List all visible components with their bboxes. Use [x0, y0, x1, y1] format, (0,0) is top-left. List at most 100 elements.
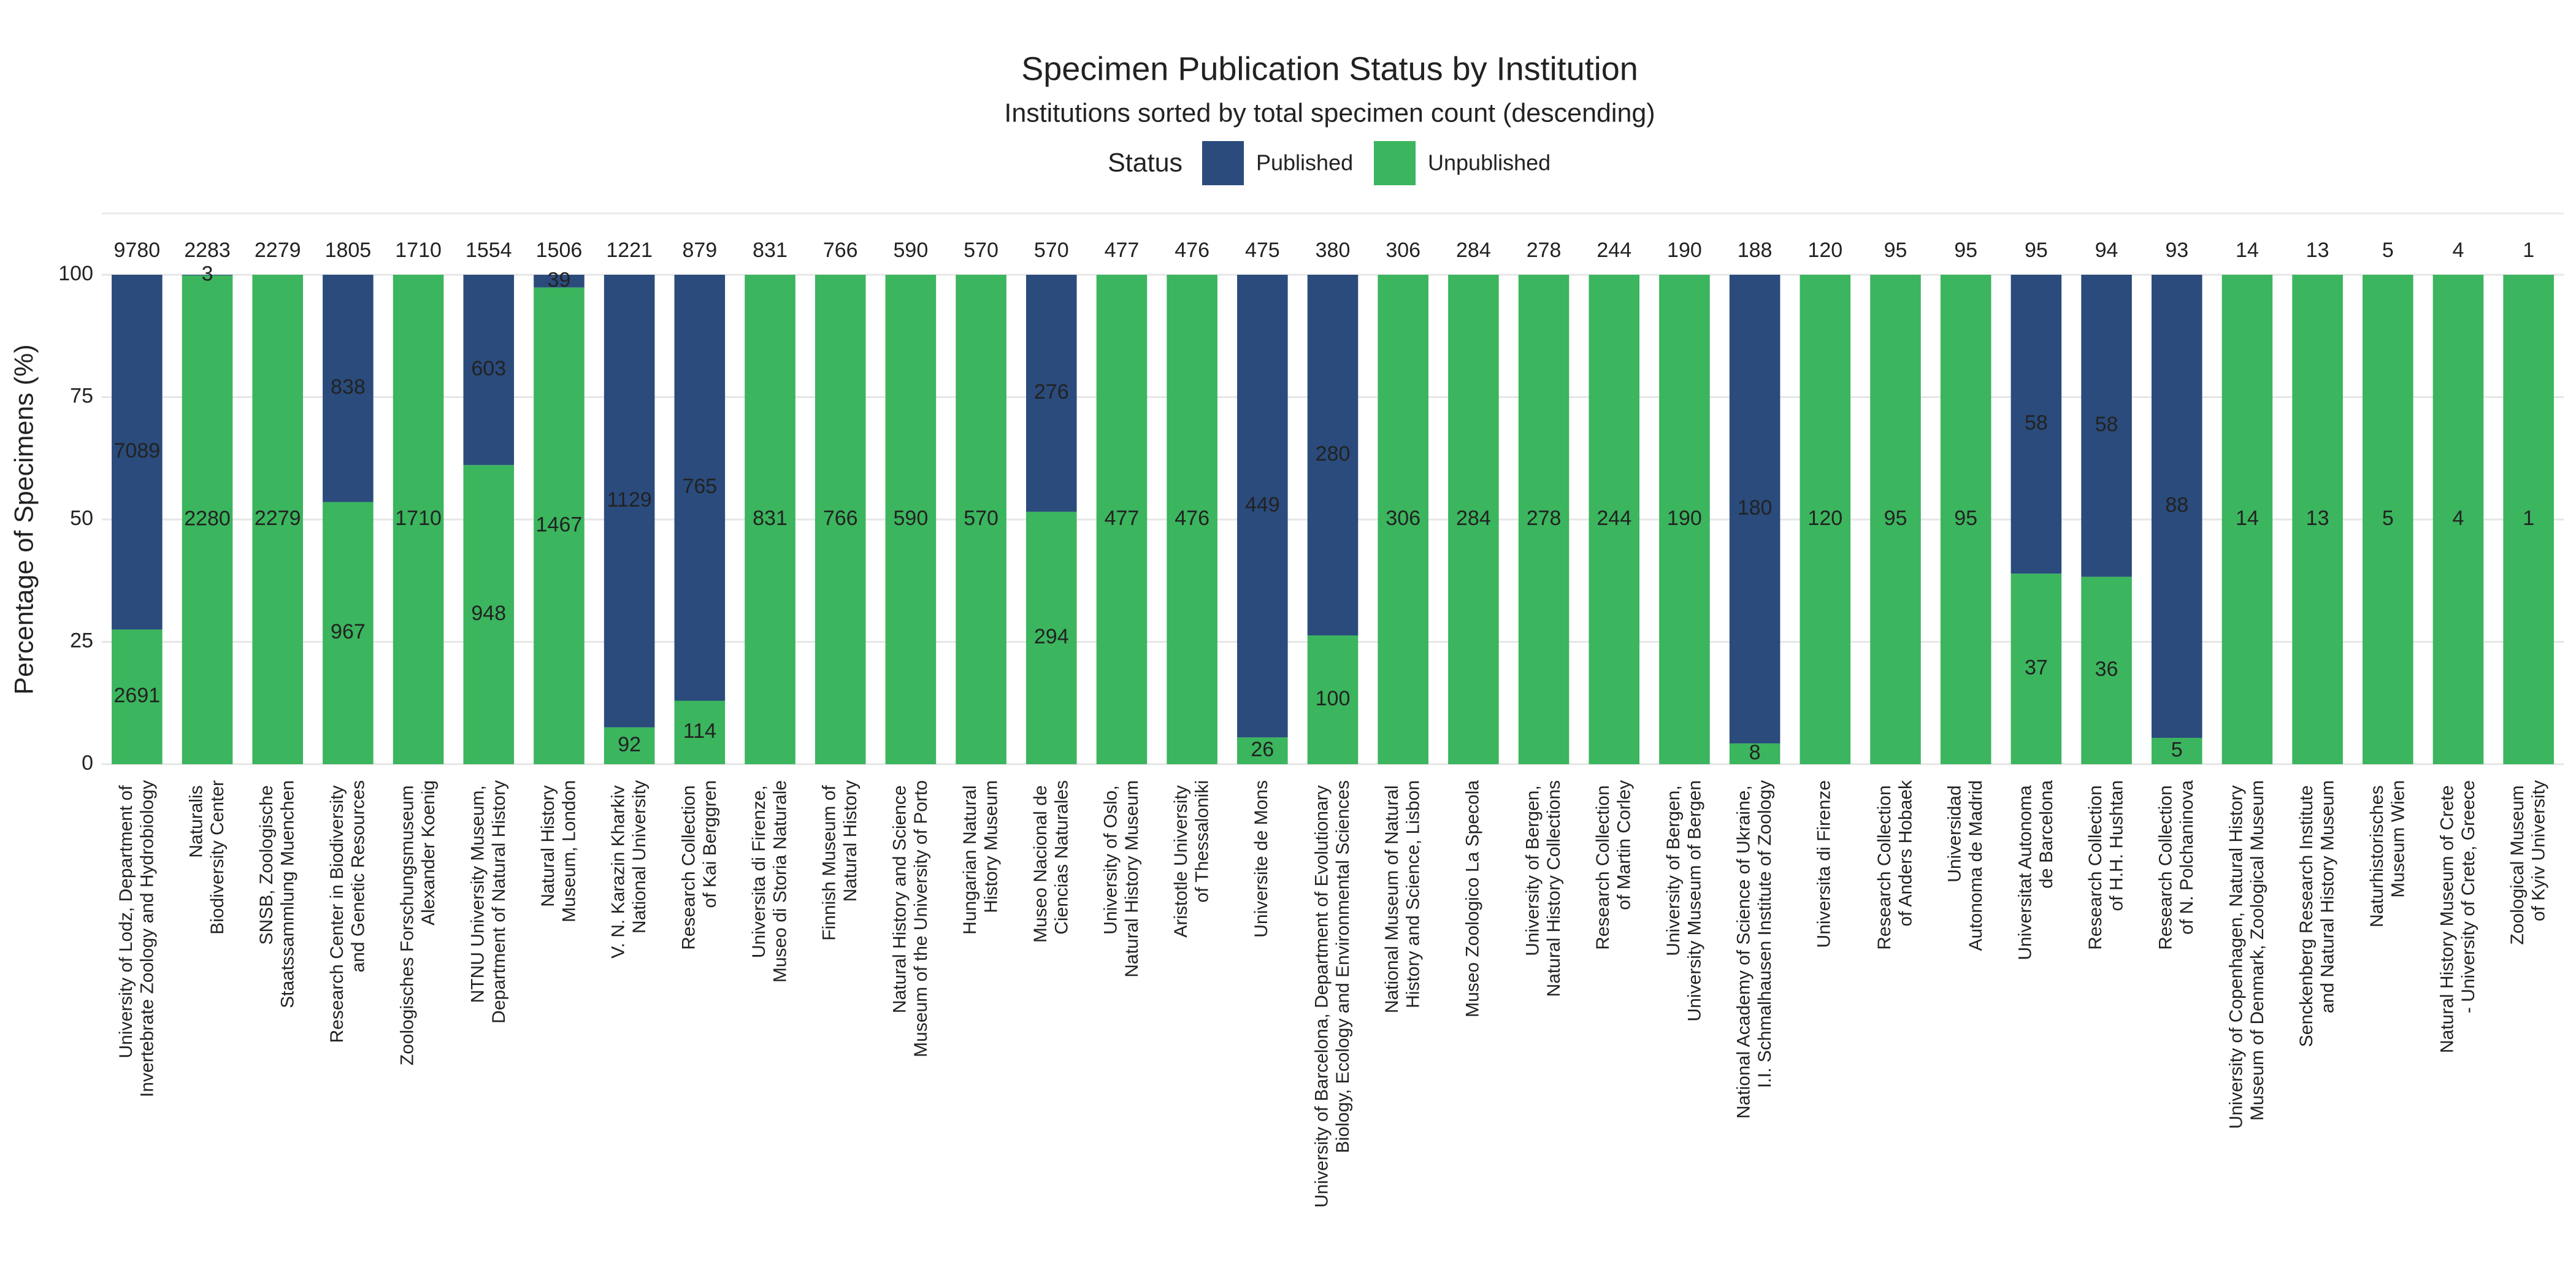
bar-value-label: 100 — [1316, 687, 1351, 710]
bar-value-label: 180 — [1738, 496, 1773, 519]
y-tick-label: 25 — [70, 629, 93, 652]
bar-segment — [463, 275, 515, 466]
bar-value-label: 476 — [1175, 507, 1209, 530]
bar-value-label: 477 — [1105, 507, 1140, 530]
total-label: 477 — [1105, 239, 1140, 262]
bar-value-label: 92 — [618, 733, 641, 756]
bar-segment — [885, 275, 937, 764]
legend-label: Unpublished — [1428, 150, 1551, 175]
x-tick-label: Zoologisches Forschungsmuseum Alexander … — [397, 780, 439, 1065]
x-tick-label: Museo Zoologico La Specola — [1462, 780, 1482, 1018]
legend-label: Published — [1256, 150, 1353, 175]
bar-segment — [1237, 275, 1288, 738]
bar-value-label: 306 — [1386, 507, 1420, 530]
bar-segment — [2081, 577, 2132, 764]
x-tick-label: University of Bergen, Natural History Co… — [1522, 780, 1564, 997]
bar-segment — [2151, 738, 2202, 764]
total-label: 95 — [2025, 239, 2048, 262]
bar-segment — [604, 727, 655, 764]
bar-segment — [393, 275, 444, 764]
bar-segment — [1378, 275, 1428, 764]
x-tick-label: Naturalis Biodiversity Center — [186, 780, 228, 935]
x-tick-label: University of Bergen, University Museum … — [1663, 780, 1705, 1022]
x-tick-label: Naturhistorisches Museum Wien — [2367, 780, 2409, 927]
total-label: 1554 — [466, 239, 512, 262]
bar-value-label: 294 — [1034, 625, 1069, 648]
total-label: 278 — [1527, 239, 1562, 262]
total-label: 831 — [753, 239, 788, 262]
bar-segment — [1025, 275, 1077, 512]
bar-value-label: 120 — [1807, 507, 1842, 530]
total-label: 1221 — [606, 239, 653, 262]
x-tick-label: Hungarian Natural History Museum — [960, 780, 1002, 935]
bar-segment — [1307, 635, 1359, 764]
bar-value-label: 1 — [2523, 507, 2534, 530]
bar-segment — [2221, 275, 2273, 764]
bar-segment — [674, 275, 726, 701]
bar-value-label: 1129 — [607, 488, 652, 512]
bar-segment — [1800, 275, 1851, 764]
x-tick-label: Natural History and Science Museum of th… — [889, 780, 931, 1057]
bar-value-label: 2280 — [184, 507, 231, 531]
bar-value-label: 7089 — [114, 439, 161, 462]
bar-value-label: 838 — [331, 375, 366, 399]
bar-value-label: 88 — [2165, 494, 2188, 517]
total-label: 188 — [1738, 239, 1773, 262]
x-tick-label: V. N. Karazin Kharkiv National Universit… — [608, 780, 650, 959]
y-axis-title: Percentage of Specimens (%) — [9, 344, 39, 694]
bar-value-label: 39 — [548, 268, 571, 291]
total-label: 570 — [1034, 239, 1069, 262]
bar-segment — [1025, 512, 1077, 764]
bar-value-label: 244 — [1597, 507, 1631, 530]
total-label: 5 — [2382, 239, 2394, 262]
total-label: 244 — [1597, 239, 1631, 262]
total-label: 475 — [1245, 239, 1280, 262]
bar-segment — [1729, 275, 1781, 744]
total-label: 93 — [2165, 239, 2188, 262]
bar-value-label: 280 — [1316, 442, 1351, 466]
y-tick-label: 50 — [70, 507, 93, 530]
bar-value-label: 14 — [2236, 507, 2259, 530]
bar-segment — [323, 275, 374, 502]
x-tick-label: Research Collection of H.H. Hushtan — [2085, 780, 2127, 950]
bar-value-label: 603 — [471, 357, 506, 380]
x-tick-label: SNSB, Zoologische Staatssammlung Muenche… — [256, 780, 298, 1008]
bar-segment — [2011, 573, 2062, 764]
x-tick-label: Senckenberg Research Institute and Natur… — [2296, 780, 2338, 1047]
total-label: 2283 — [184, 239, 231, 262]
total-label: 590 — [894, 239, 929, 262]
total-label: 766 — [823, 239, 858, 262]
total-label: 95 — [1954, 239, 1977, 262]
bar-value-label: 765 — [682, 475, 717, 498]
bar-value-label: 5 — [2171, 738, 2183, 762]
bar-value-label: 26 — [1251, 738, 1274, 761]
total-label: 94 — [2095, 239, 2118, 262]
bar-value-label: 967 — [331, 620, 366, 643]
bar-value-label: 831 — [753, 507, 788, 530]
total-label: 95 — [1884, 239, 1907, 262]
bar-segment — [2081, 275, 2132, 577]
bar-value-label: 2691 — [114, 684, 161, 707]
x-tick-label: University of Lodz, Department of Invert… — [116, 780, 157, 1097]
bar-segment — [2503, 275, 2554, 764]
bar-segment — [2151, 275, 2202, 738]
bar-value-label: 590 — [894, 507, 929, 530]
bar-segment — [534, 275, 585, 288]
x-tick-label: University of Oslo, Natural History Muse… — [1100, 780, 1142, 978]
x-tick-label: Finnish Museum of Natural History — [819, 780, 861, 941]
bar-value-label: 766 — [823, 507, 858, 530]
total-label: 1710 — [395, 239, 442, 262]
bar-segment — [1448, 275, 1499, 764]
x-tick-label: Universita di Firenze — [1814, 780, 1834, 948]
x-tick-label: National Museum of Natural History and S… — [1382, 780, 1424, 1013]
bar-segment — [1518, 275, 1570, 764]
bar-segment — [674, 700, 726, 764]
bar-segment — [182, 275, 233, 765]
x-tick-label: Universitat Autonoma de Barcelona — [2015, 780, 2057, 960]
bar-segment — [2432, 275, 2484, 764]
bar-segment — [112, 275, 163, 630]
bar-segment — [2292, 275, 2343, 764]
bar-value-label: 284 — [1456, 507, 1491, 530]
bar-segment — [1589, 275, 1640, 764]
x-tick-label: Aristotle University of Thessaloniki — [1171, 780, 1213, 938]
